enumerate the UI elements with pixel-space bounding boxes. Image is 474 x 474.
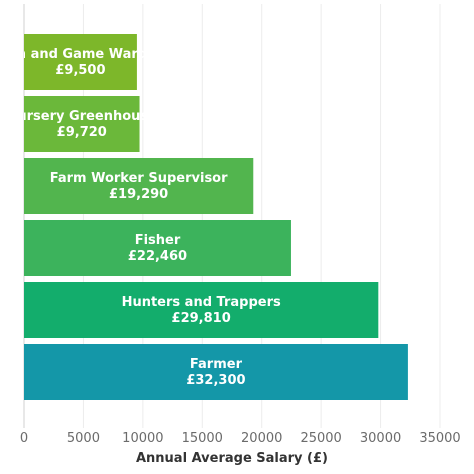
- bars: Fish and Game Warden£9,500 Nursery Greenh…: [0, 34, 408, 400]
- bar-value-label: £9,500: [55, 63, 105, 78]
- x-tick-label: 10000: [122, 431, 163, 446]
- bar-value-label: £32,300: [186, 373, 245, 388]
- x-tick-labels: 0 5000 10000 15000 20000 25000 30000 35000: [20, 431, 461, 446]
- x-tick-label: 0: [20, 431, 28, 446]
- bar-category-label: Nursery Greenhouse: [7, 109, 158, 124]
- bar: [24, 344, 408, 400]
- bar: [24, 282, 379, 338]
- bar-value-label: £19,290: [109, 187, 168, 202]
- x-tick-label: 30000: [360, 431, 401, 446]
- bar-category-label: Fisher: [135, 233, 181, 248]
- bar: [24, 220, 291, 276]
- x-tick-label: 15000: [182, 431, 223, 446]
- gridlines: [82, 4, 441, 428]
- x-axis-title: Annual Average Salary (£): [136, 451, 328, 466]
- bar-value-label: £22,460: [128, 249, 187, 264]
- bar-category-label: Hunters and Trappers: [122, 295, 281, 310]
- bar-value-label: £29,810: [172, 311, 231, 326]
- bar: [24, 158, 254, 214]
- bar: [24, 96, 140, 152]
- x-tick-label: 25000: [300, 431, 341, 446]
- x-tick-label: 35000: [419, 431, 460, 446]
- x-tick-label: 5000: [67, 431, 100, 446]
- bar-category-label: Fish and Game Warden: [0, 47, 165, 62]
- x-tick-label: 20000: [241, 431, 282, 446]
- bar: [24, 34, 137, 90]
- bar-category-label: Farmer: [190, 357, 243, 372]
- bar-value-label: £9,720: [57, 125, 107, 140]
- bar-category-label: Farm Worker Supervisor: [50, 171, 228, 186]
